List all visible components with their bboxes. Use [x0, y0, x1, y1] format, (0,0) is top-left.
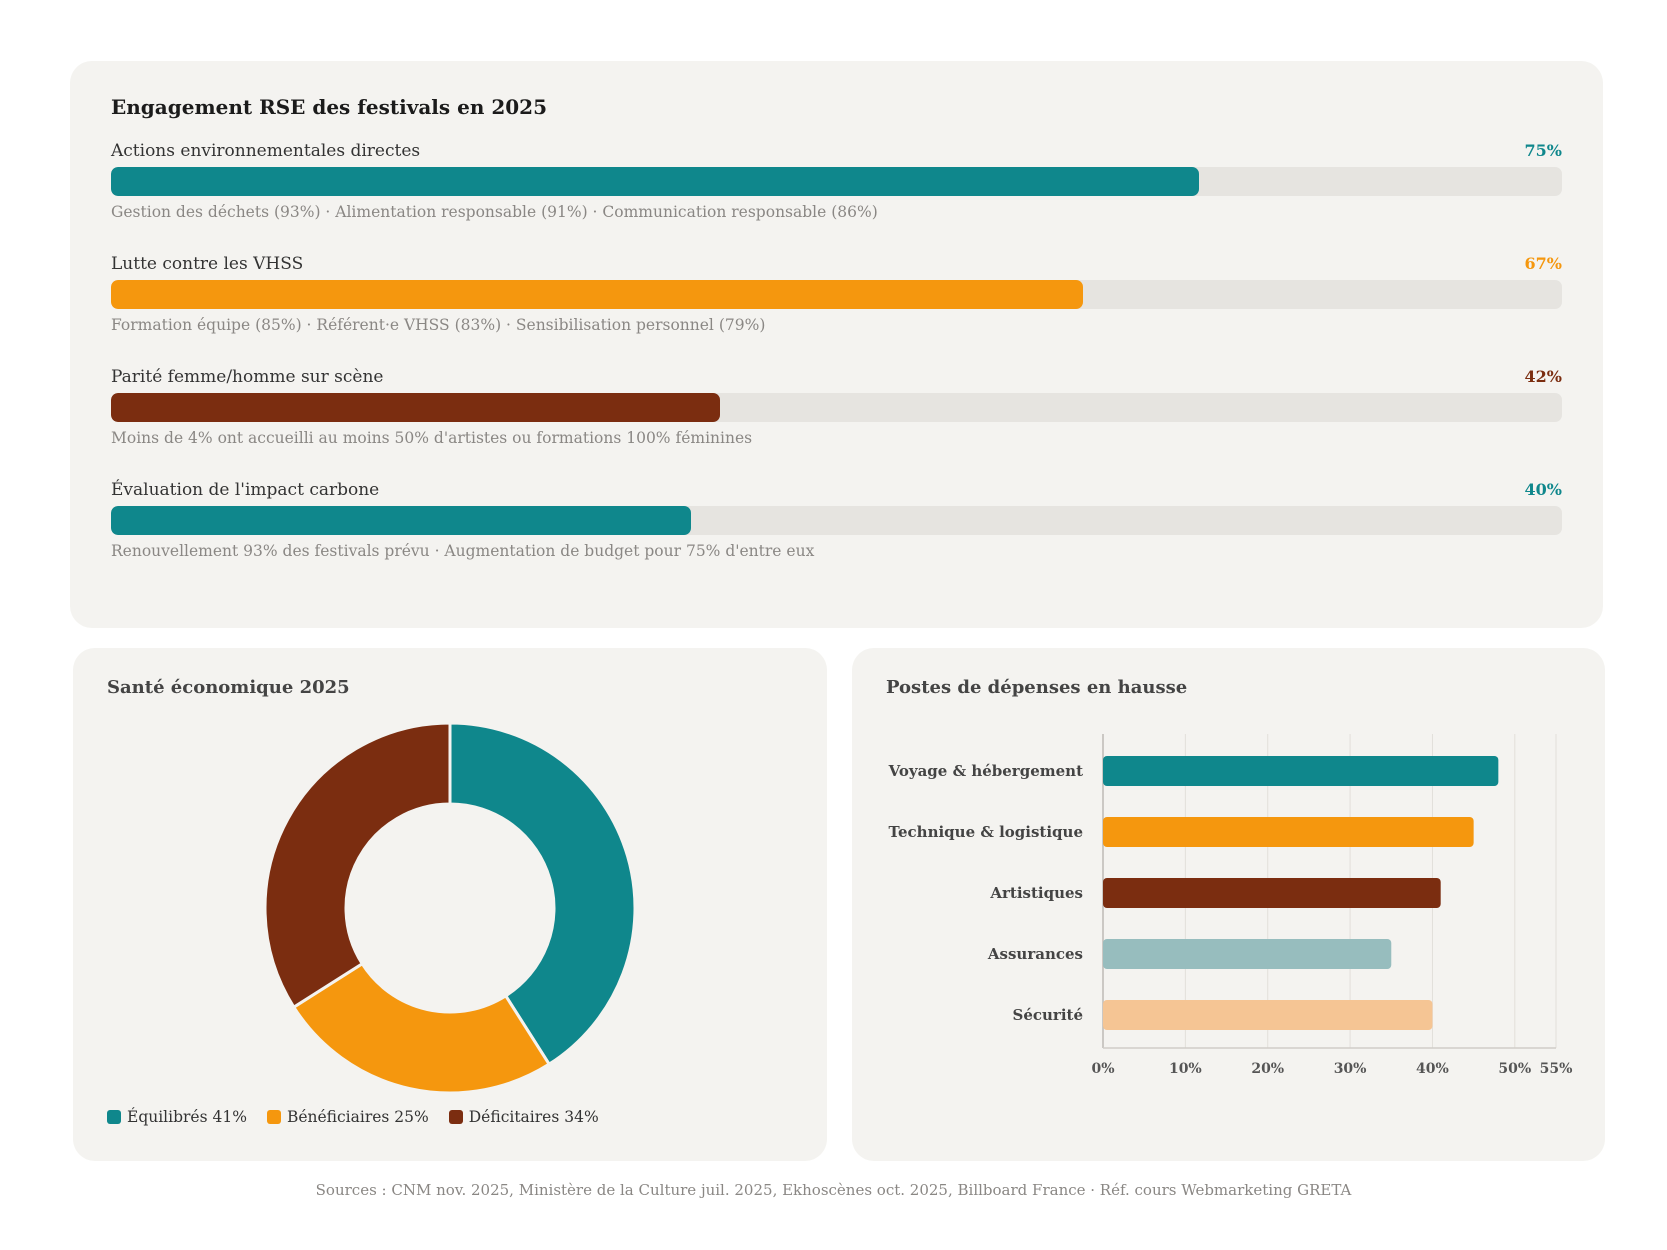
rse-item-value: 42%	[1524, 367, 1562, 386]
x-tick-label: 40%	[1416, 1061, 1449, 1077]
legend-swatch	[266, 1110, 281, 1124]
rse-item-label: Évaluation de l'impact carbone	[111, 480, 380, 500]
x-tick-label: 10%	[1169, 1061, 1202, 1077]
donut-chart	[263, 721, 637, 1095]
legend-item: Bénéficiaires 25%	[266, 1108, 429, 1126]
donut-slice-2	[291, 961, 552, 1095]
legend-label: Bénéficiaires 25%	[286, 1108, 429, 1126]
category-label: Technique & logistique	[889, 823, 1083, 841]
category-label: Artistiques	[989, 884, 1083, 902]
rse-item: Évaluation de l'impact carbone 40% Renouve…	[111, 480, 1562, 580]
legend-swatch	[448, 1110, 463, 1124]
legend-item: Déficitaires 34%	[448, 1108, 599, 1126]
expenses-card: Postes de dépenses en hausse 0% 10% 20% 30%…	[852, 648, 1605, 1161]
x-tick-label: 55%	[1540, 1061, 1573, 1077]
economic-legend: Équilibrés 41% Bénéficiaires 25% Déficitai…	[107, 1108, 599, 1126]
legend-item: Équilibrés 41%	[107, 1108, 247, 1126]
category-label: Voyage & hébergement	[888, 762, 1083, 780]
rse-item-value: 75%	[1524, 141, 1562, 160]
legend-label: Déficitaires 34%	[468, 1108, 599, 1126]
category-label: Sécurité	[1013, 1006, 1084, 1024]
bar	[1103, 939, 1392, 969]
rse-item-value: 67%	[1524, 254, 1562, 273]
rse-progress-fill	[111, 506, 692, 535]
rse-item-detail: Formation équipe (85%) · Référent·e VHSS…	[111, 316, 766, 334]
rse-progress-track	[111, 167, 1562, 196]
bar	[1103, 1000, 1433, 1030]
rse-card: Engagement RSE des festivals en 2025 Act…	[70, 61, 1603, 628]
x-tick-label: 0%	[1091, 1061, 1114, 1077]
economic-card: Santé économique 2025 Équilibrés 41% Béné…	[73, 648, 827, 1161]
x-tick-label: 50%	[1498, 1061, 1531, 1077]
expenses-title: Postes de dépenses en hausse	[886, 677, 1188, 698]
rse-item: Parité femme/homme sur scène 42% Moins de …	[111, 367, 1562, 467]
rse-item-detail: Renouvellement 93% des festivals prévu ·…	[111, 542, 815, 560]
rse-progress-fill	[111, 280, 1084, 309]
x-tick-label: 20%	[1251, 1061, 1284, 1077]
donut-slice-1	[448, 721, 637, 1067]
expenses-bar-chart: 0% 10% 20% 30% 40% 50% 55% Voyage & hébergement…	[888, 734, 1573, 1077]
rse-title: Engagement RSE des festivals en 2025	[111, 95, 547, 119]
bar	[1103, 756, 1499, 786]
rse-item-detail: Moins de 4% ont accueilli au moins 50% d…	[111, 429, 753, 447]
bar	[1103, 878, 1441, 908]
rse-item-detail: Gestion des déchets (93%) · Alimentation…	[111, 203, 878, 221]
rse-item: Lutte contre les VHSS 67% Formation équipe…	[111, 254, 1562, 354]
economic-title: Santé économique 2025	[107, 677, 350, 698]
category-label: Assurances	[987, 945, 1083, 963]
rse-item-label: Lutte contre les VHSS	[111, 254, 304, 274]
sources-note: Sources : CNM nov. 2025, Ministère de la…	[315, 1181, 1352, 1199]
rse-item-value: 40%	[1524, 480, 1562, 499]
rse-item: Actions environnementales directes 75% Ges…	[111, 141, 1562, 241]
donut-slice-3	[263, 721, 452, 1010]
rse-item-label: Actions environnementales directes	[111, 141, 421, 161]
x-tick-label: 30%	[1334, 1061, 1367, 1077]
rse-progress-track	[111, 393, 1562, 422]
rse-progress-track	[111, 506, 1562, 535]
legend-swatch	[107, 1110, 121, 1124]
bar	[1103, 817, 1474, 847]
legend-label: Équilibrés 41%	[127, 1108, 247, 1126]
rse-progress-fill	[111, 393, 721, 422]
rse-progress-track	[111, 280, 1562, 309]
rse-progress-fill	[111, 167, 1200, 196]
rse-item-label: Parité femme/homme sur scène	[111, 367, 384, 387]
